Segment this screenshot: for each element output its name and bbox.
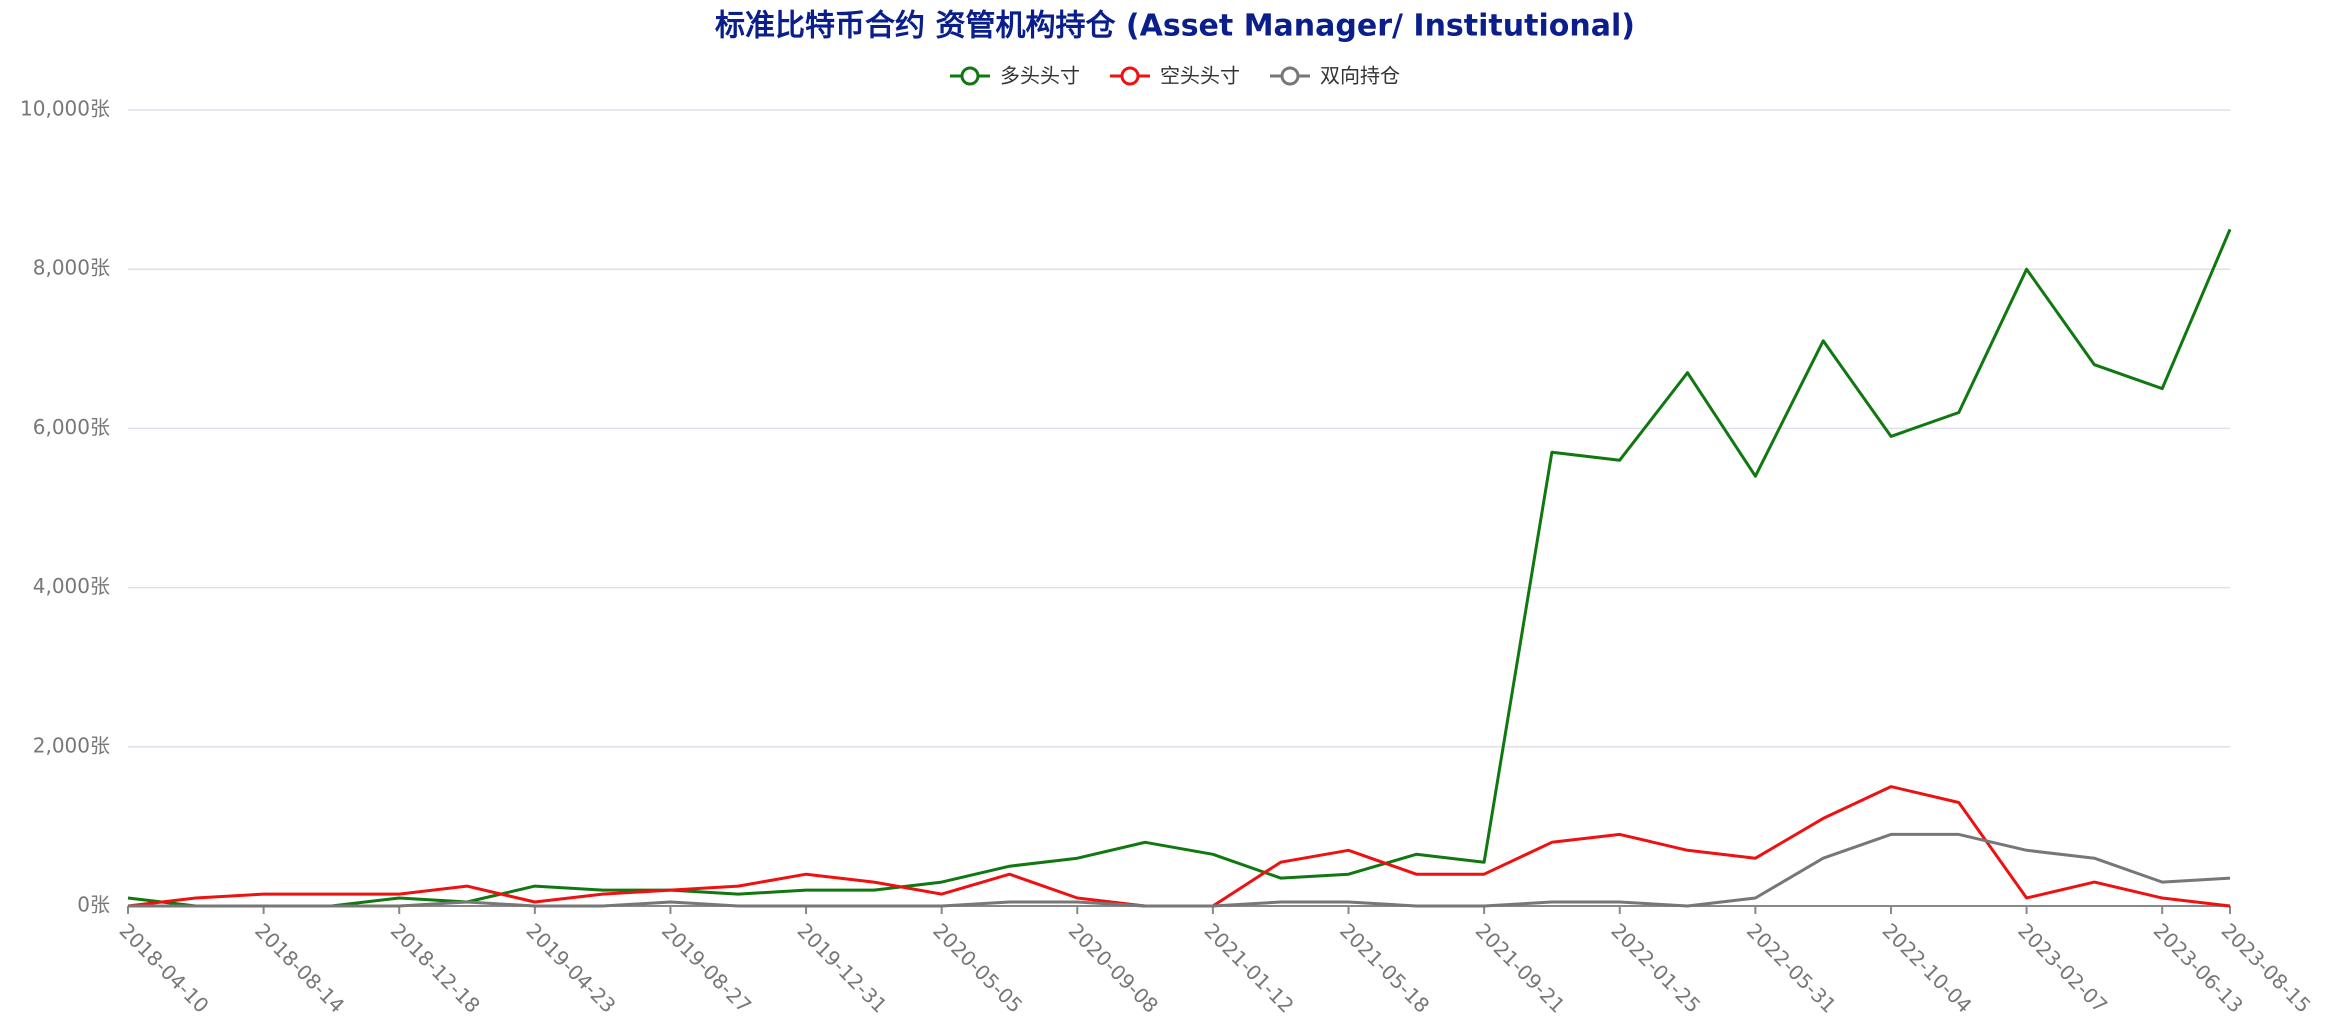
x-tick-label: 2018-08-14: [250, 918, 349, 1017]
y-tick-label: 2,000张: [33, 733, 110, 757]
legend-item: 双向持仓: [1270, 64, 1400, 88]
x-tick-label: 2022-01-25: [1606, 918, 1705, 1017]
y-tick-label: 0张: [77, 893, 110, 917]
legend-item: 空头头寸: [1110, 64, 1240, 88]
y-tick-label: 4,000张: [33, 574, 110, 598]
legend: 多头头寸 空头头寸 双向持仓: [950, 64, 1400, 88]
x-tick-label: 2021-01-12: [1199, 918, 1298, 1017]
y-tick-label: 10,000张: [20, 97, 110, 121]
legend-label: 双向持仓: [1320, 64, 1400, 88]
x-tick-label: 2018-04-10: [115, 918, 214, 1017]
series-line: [127, 228, 2232, 908]
x-tick-label: 2019-04-23: [521, 918, 620, 1017]
x-tick-label: 2023-02-07: [2013, 918, 2112, 1017]
y-tick-label: 8,000张: [33, 256, 110, 280]
legend-item: 多头头寸: [950, 64, 1080, 88]
x-tick-label: 2019-12-31: [793, 918, 892, 1017]
chart-title: 标准比特币合约 资管机构持仓 (Asset Manager/ Instituti…: [715, 9, 1635, 44]
x-tick-label: 2022-05-31: [1742, 918, 1841, 1017]
legend-marker: [1280, 66, 1300, 86]
legend-marker: [960, 66, 980, 86]
x-tick-label: 2020-09-08: [1064, 918, 1163, 1017]
series-line: [127, 785, 2231, 908]
legend-label: 多头头寸: [1000, 64, 1080, 88]
x-tick-label: 2020-05-05: [928, 918, 1027, 1017]
legend-marker: [1120, 66, 1140, 86]
x-tick-label: 2021-05-18: [1335, 918, 1434, 1017]
legend-label: 空头头寸: [1160, 64, 1240, 88]
x-tick-label: 2021-09-21: [1471, 918, 1570, 1017]
x-tick-label: 2018-12-18: [386, 918, 485, 1017]
x-tick-label: 2019-08-27: [657, 918, 756, 1017]
y-tick-label: 6,000张: [33, 415, 110, 439]
series-line: [128, 832, 2231, 908]
x-tick-label: 2022-10-04: [1878, 918, 1977, 1017]
